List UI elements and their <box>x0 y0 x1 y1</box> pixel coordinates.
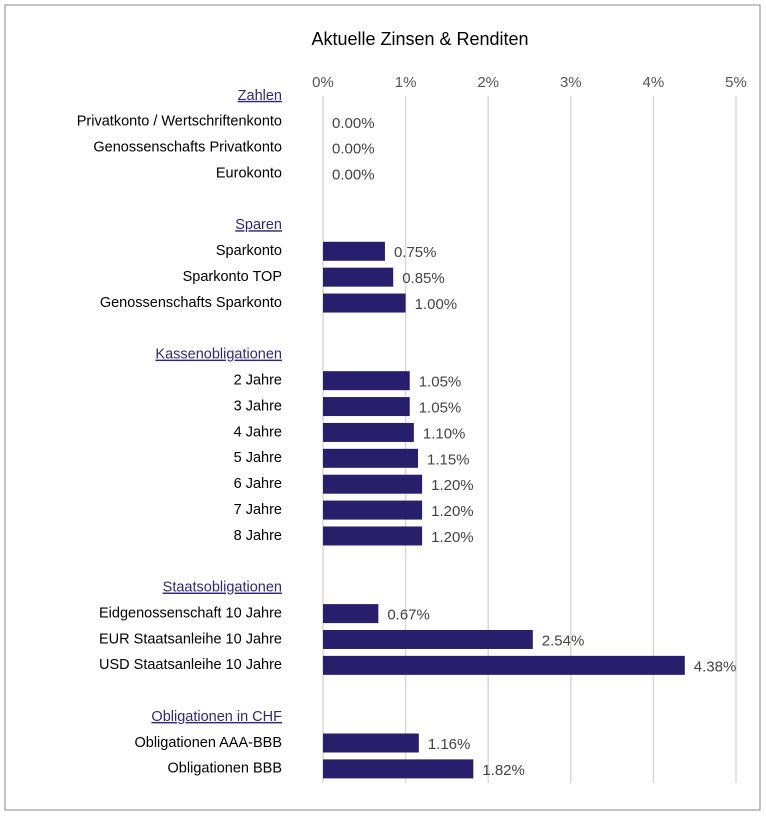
value-label: 0.75% <box>394 244 437 261</box>
category-label: 7 Jahre <box>234 502 282 518</box>
group-header: Obligationen in CHF <box>151 709 282 725</box>
value-label: 0.00% <box>332 167 375 184</box>
bar <box>323 759 474 779</box>
category-label: 4 Jahre <box>234 424 282 440</box>
value-label: 1.20% <box>431 503 474 520</box>
category-label: 3 Jahre <box>234 398 282 414</box>
value-label: 0.00% <box>332 115 375 132</box>
category-label: USD Staatsanleihe 10 Jahre <box>99 657 282 673</box>
x-tick-label: 1% <box>395 74 417 91</box>
bar <box>323 604 379 624</box>
category-label: Sparkonto TOP <box>183 269 282 285</box>
group-header: Kassenobligationen <box>155 347 282 363</box>
bar <box>323 629 533 649</box>
category-label: 5 Jahre <box>234 450 282 466</box>
category-label: 2 Jahre <box>234 373 282 389</box>
value-label: 1.20% <box>431 529 474 546</box>
chart-title: Aktuelle Zinsen & Renditen <box>311 29 528 49</box>
bar <box>323 267 394 287</box>
category-label: Eurokonto <box>216 165 282 181</box>
category-label: Obligationen BBB <box>168 761 282 777</box>
x-tick-label: 3% <box>560 74 582 91</box>
value-label: 1.00% <box>415 296 458 313</box>
category-label: EUR Staatsanleihe 10 Jahre <box>99 631 282 647</box>
value-label: 4.38% <box>694 658 737 675</box>
category-label: Genossenschafts Privatkonto <box>93 140 282 156</box>
value-label: 1.20% <box>431 477 474 494</box>
value-label: 0.67% <box>387 607 430 624</box>
bar <box>323 241 385 261</box>
x-tick-label: 5% <box>725 74 747 91</box>
bar <box>323 500 423 520</box>
x-tick-label: 4% <box>643 74 665 91</box>
value-label: 1.15% <box>427 451 470 468</box>
value-label: 1.82% <box>482 762 525 779</box>
bar <box>323 422 414 442</box>
category-label: 6 Jahre <box>234 476 282 492</box>
bar <box>323 371 410 391</box>
bar <box>323 397 410 417</box>
x-tick-label: 0% <box>312 74 334 91</box>
group-header: Zahlen <box>238 88 282 104</box>
category-label: Sparkonto <box>216 243 282 259</box>
value-label: 1.16% <box>428 736 471 753</box>
category-label: Privatkonto / Wertschriftenkonto <box>77 114 282 130</box>
bar <box>323 474 423 494</box>
value-label: 1.10% <box>423 425 466 442</box>
bar <box>323 448 418 468</box>
category-label: Genossenschafts Sparkonto <box>100 295 282 311</box>
group-header: Sparen <box>235 217 282 233</box>
value-label: 1.05% <box>419 374 462 391</box>
category-label: Eidgenossenschaft 10 Jahre <box>99 605 282 621</box>
value-label: 0.85% <box>402 270 445 287</box>
value-label: 0.00% <box>332 141 375 158</box>
bar <box>323 733 419 753</box>
value-label: 1.05% <box>419 400 462 417</box>
bar <box>323 655 685 675</box>
category-label: Obligationen AAA-BBB <box>134 735 282 751</box>
bar <box>323 293 406 313</box>
group-header: Staatsobligationen <box>163 580 282 596</box>
value-label: 2.54% <box>542 632 585 649</box>
bar <box>323 526 423 546</box>
x-tick-label: 2% <box>477 74 499 91</box>
category-label: 8 Jahre <box>234 528 282 544</box>
